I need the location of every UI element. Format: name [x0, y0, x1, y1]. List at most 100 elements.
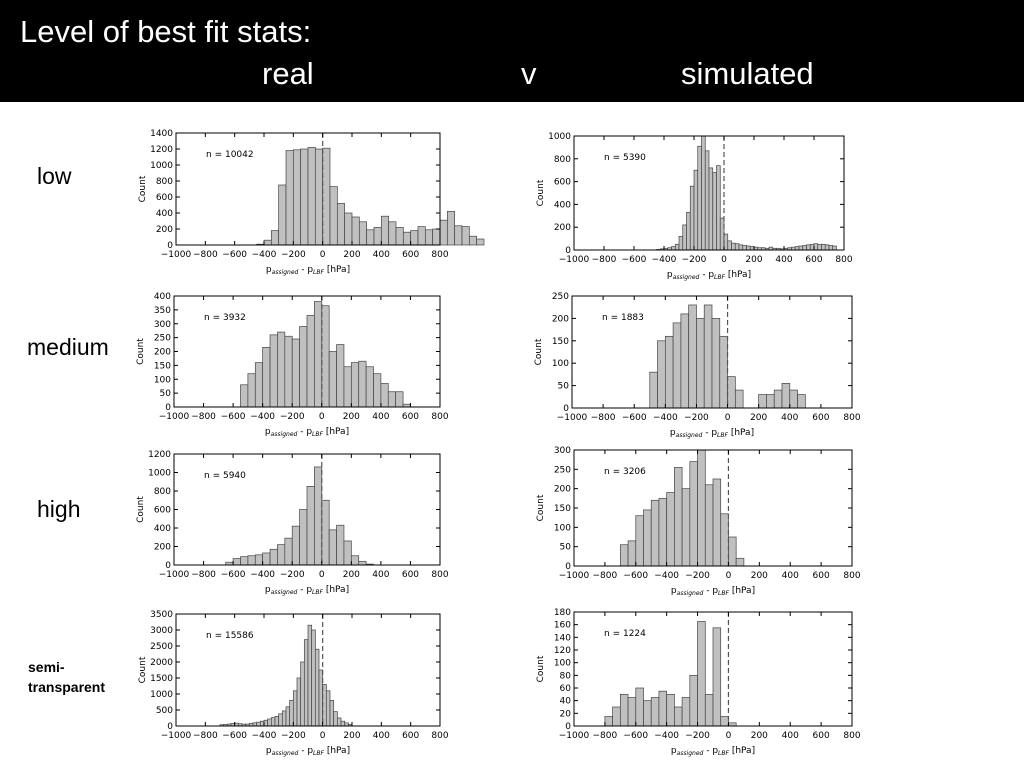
y-tick-label: 1500 — [150, 674, 173, 684]
x-axis-label: passigned - pLBF [hPa] — [265, 585, 349, 596]
histogram-bar — [720, 513, 729, 567]
histogram-bar — [358, 560, 367, 566]
plot-frame — [573, 611, 853, 727]
y-tick-label: 0 — [165, 403, 171, 413]
histogram-bar — [657, 340, 666, 409]
x-tick-label: 200 — [751, 731, 768, 741]
histogram-bar — [336, 524, 345, 566]
histogram-semi-transparent-simulated: −1000 −800 −600 −400 −200 0 200 400 600 800 0 20 40 6… — [536, 608, 861, 757]
x-tick-label: −400 — [654, 571, 679, 581]
histogram-bar — [697, 621, 706, 727]
y-tick-label: 800 — [154, 487, 171, 497]
sample-size-annotation: n = 15586 — [206, 631, 254, 641]
histogram-bar — [817, 243, 822, 251]
histogram-bar — [336, 344, 345, 408]
x-tick-label: 200 — [745, 255, 762, 265]
x-tick-label: 400 — [781, 413, 798, 423]
x-tick-label: 0 — [320, 731, 326, 741]
histogram-bar — [387, 391, 397, 408]
x-axis-label: passigned - pLBF [hPa] — [265, 427, 349, 438]
y-tick-label: 50 — [560, 543, 572, 553]
histogram-bar — [277, 331, 286, 408]
histogram-medium-simulated: −1000 −800 −600 −400 −200 0 200 400 600 800 0 50 100… — [534, 292, 861, 439]
x-tick-label: −200 — [685, 571, 710, 581]
x-tick-label: −600 — [622, 413, 647, 423]
x-tick-label: 0 — [726, 731, 732, 741]
x-axis-label: passigned - pLBF [hPa] — [670, 428, 754, 439]
x-tick-label: 600 — [402, 570, 419, 580]
y-tick-label: 100 — [554, 523, 571, 533]
x-tick-label: 400 — [372, 412, 389, 422]
y-tick-label: 800 — [554, 155, 571, 165]
histogram-bar — [247, 373, 256, 408]
x-tick-label: −800 — [593, 731, 618, 741]
histogram-low-real: −1000 −800 −600 −400 −200 0 200 400 600 800 0 200 40… — [138, 129, 485, 276]
x-tick-label: 0 — [726, 571, 732, 581]
histogram-bar — [813, 243, 819, 251]
y-tick-label: 250 — [554, 465, 571, 475]
x-axis-label: passigned - pLBF [hPa] — [671, 746, 755, 757]
y-tick-label: 300 — [154, 320, 171, 330]
y-axis-label: Count — [136, 338, 146, 365]
column-label-versus: v — [521, 56, 537, 91]
histogram-bar — [256, 721, 261, 727]
y-tick-label: 200 — [554, 223, 571, 233]
histogram-bar — [674, 243, 680, 251]
histogram-semi-transparent-real: −1000 −800 −600 −400 −200 0 200 400 600 800 0 500 10… — [138, 610, 449, 757]
y-tick-label: 140 — [554, 633, 571, 643]
histogram-bar — [343, 540, 352, 566]
histogram-bar — [468, 235, 478, 246]
y-tick-label: 100 — [552, 359, 569, 369]
y-tick-label: 0 — [167, 241, 173, 251]
histogram-bar — [300, 661, 305, 727]
y-tick-label: 3500 — [150, 610, 173, 620]
y-tick-label: 200 — [154, 543, 171, 553]
histogram-bar — [734, 243, 740, 251]
y-tick-label: 50 — [160, 389, 172, 399]
y-tick-label: 300 — [554, 446, 571, 456]
x-tick-label: −400 — [250, 412, 275, 422]
y-tick-label: 160 — [554, 621, 571, 631]
histogram-bar — [291, 525, 300, 566]
histogram-bar — [321, 305, 330, 408]
histogram-bar — [742, 245, 747, 251]
histogram-bar — [693, 169, 699, 251]
y-tick-label: 50 — [558, 382, 570, 392]
sample-size-annotation: n = 3932 — [204, 313, 246, 323]
histogram-bar — [619, 693, 629, 727]
histogram-bar — [329, 700, 335, 727]
histogram-bar — [704, 693, 714, 727]
x-tick-label: 0 — [319, 570, 325, 580]
y-tick-label: 0 — [563, 404, 569, 414]
histogram-bar — [373, 227, 382, 246]
y-tick-label: 40 — [560, 697, 572, 707]
x-tick-label: −800 — [191, 412, 216, 422]
histogram-bar — [658, 690, 668, 727]
x-tick-label: 400 — [775, 255, 792, 265]
y-axis-label: Count — [138, 175, 148, 202]
histogram-bar — [306, 486, 315, 566]
x-tick-label: −600 — [622, 255, 647, 265]
x-tick-label: −800 — [593, 571, 618, 581]
x-tick-label: −800 — [591, 413, 616, 423]
y-tick-label: 250 — [154, 334, 171, 344]
column-label-simulated: simulated — [681, 56, 814, 91]
histogram-bar — [712, 478, 722, 567]
histogram-bar — [697, 145, 702, 251]
x-tick-label: −200 — [682, 255, 707, 265]
histogram-bar — [269, 548, 278, 566]
y-tick-label: 200 — [554, 485, 571, 495]
sample-size-annotation: n = 1224 — [604, 629, 646, 639]
histogram-bar — [746, 245, 751, 251]
x-tick-label: −1000 — [159, 412, 190, 422]
histogram-bar — [240, 384, 249, 408]
histogram-bar — [697, 449, 706, 567]
x-tick-label: −1000 — [161, 731, 192, 741]
histogram-bar — [681, 488, 691, 567]
y-axis-label: Count — [138, 656, 148, 683]
plot-frame — [175, 132, 441, 246]
histogram-bar — [794, 246, 800, 251]
y-tick-label: 600 — [156, 193, 173, 203]
x-tick-label: −400 — [653, 413, 678, 423]
histogram-bar — [666, 492, 675, 567]
